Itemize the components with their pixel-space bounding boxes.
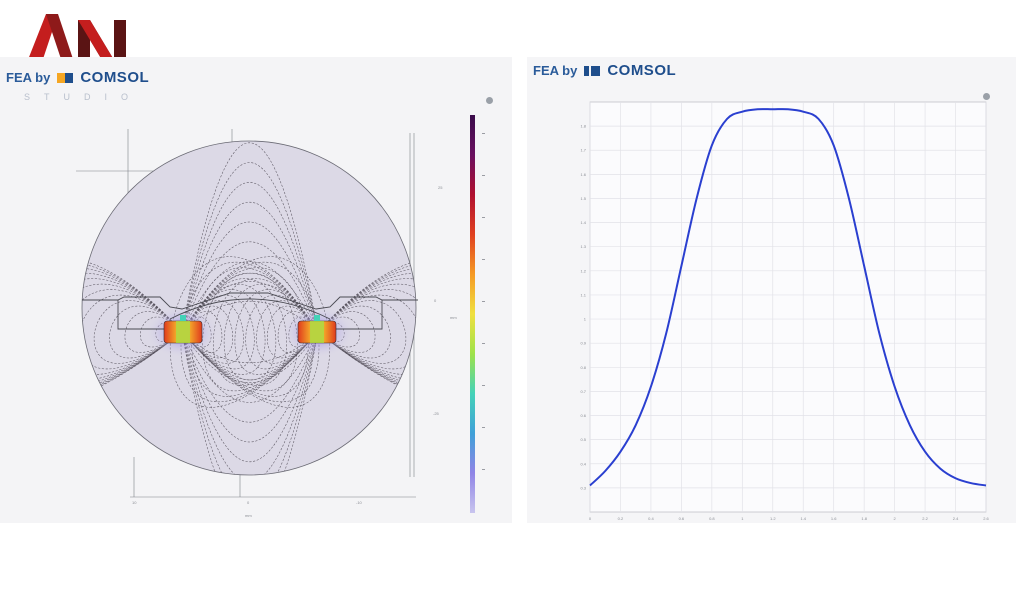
y-tick-label: 1.6: [580, 172, 586, 177]
x-tick-label: 1.8: [861, 516, 867, 521]
settings-dot-icon[interactable]: [983, 93, 990, 100]
domain-circle: [81, 140, 417, 476]
line-plot-panel: 0 0.2 0.4 0.6 0.8 1 1.2 1.4 1.6 1.8 2 2.2 2.4 2.6 0.3 0…: [527, 57, 1016, 523]
y-tick-label: 0.9: [580, 341, 586, 346]
magnetic-field-plot: 10 0 -10 mm 25 0 -25 mm: [76, 115, 485, 518]
axis-tick-left-0: 10: [132, 500, 137, 505]
y-tick-label: 0.5: [580, 437, 586, 442]
studio-watermark-text: STUDIO: [24, 92, 143, 102]
y-tick-label: 1.8: [580, 124, 586, 129]
x-tick-label: 0: [589, 516, 592, 521]
y-tick-label: 1.2: [580, 268, 586, 273]
x-tick-label: 2.4: [953, 516, 959, 521]
axis-tick-right-2: -25: [433, 411, 440, 416]
y-tick-label: 0.3: [580, 485, 586, 490]
axis-unit-right: mm: [450, 315, 457, 320]
coil-right: [297, 315, 337, 344]
axis-tick-right-1: 0: [434, 298, 437, 303]
x-tick-label: 2.2: [922, 516, 928, 521]
x-tick-label: 0.2: [618, 516, 624, 521]
brand-name-right: COMSOL: [607, 62, 677, 79]
data-series-line: [589, 108, 987, 487]
line-chart: 0 0.2 0.4 0.6 0.8 1 1.2 1.4 1.6 1.8 2 2.2 2.4 2.6 0.3 0…: [580, 101, 990, 521]
housing-outline: [82, 292, 418, 330]
x-tick-label: 0.8: [709, 516, 715, 521]
y-tick-label: 1.3: [580, 244, 586, 249]
axis-unit-bottom: mm: [245, 513, 252, 518]
x-tick-label: 2.6: [983, 516, 989, 521]
comsol-logo-icon: [584, 65, 601, 76]
coil-left: [163, 315, 203, 344]
x-tick-label: 1.4: [800, 516, 806, 521]
magnetic-field-plot-panel: 10 0 -10 mm 25 0 -25 mm: [0, 57, 512, 523]
axis-tick-right-0: 25: [438, 185, 443, 190]
y-tick-label: 1: [584, 317, 587, 322]
x-tick-label: 1.6: [831, 516, 837, 521]
x-tick-label: 1.2: [770, 516, 776, 521]
colorbar: [470, 115, 475, 513]
brand-prefix-left: FEA by: [6, 70, 51, 85]
y-tick-label: 0.8: [580, 365, 586, 370]
x-tick-label: 0.6: [679, 516, 685, 521]
x-tick-label: 0.4: [648, 516, 654, 521]
brand-name-left: COMSOL: [80, 69, 150, 86]
axis-tick-left-1: 0: [247, 500, 250, 505]
y-tick-label: 1.7: [580, 148, 586, 153]
y-tick-label: 1.5: [580, 196, 586, 201]
axis-tick-left-2: -10: [356, 500, 363, 505]
colorbar-ticks: [482, 133, 485, 470]
brand-left: FEA by COMSOL: [6, 69, 149, 86]
settings-dot-icon[interactable]: [486, 97, 493, 104]
x-tick-label: 2: [893, 516, 896, 521]
y-tick-label: 1.4: [580, 220, 586, 225]
y-tick-label: 0.4: [580, 461, 586, 466]
plot-area: [589, 101, 987, 513]
y-tick-label: 0.6: [580, 413, 586, 418]
brand-prefix-right: FEA by: [533, 63, 578, 78]
x-tick-label: 1: [741, 516, 744, 521]
y-tick-label: 0.7: [580, 389, 586, 394]
y-tick-label: 1.1: [580, 292, 586, 297]
comsol-logo-icon: [57, 72, 74, 83]
brand-right: FEA by COMSOL: [533, 62, 676, 79]
